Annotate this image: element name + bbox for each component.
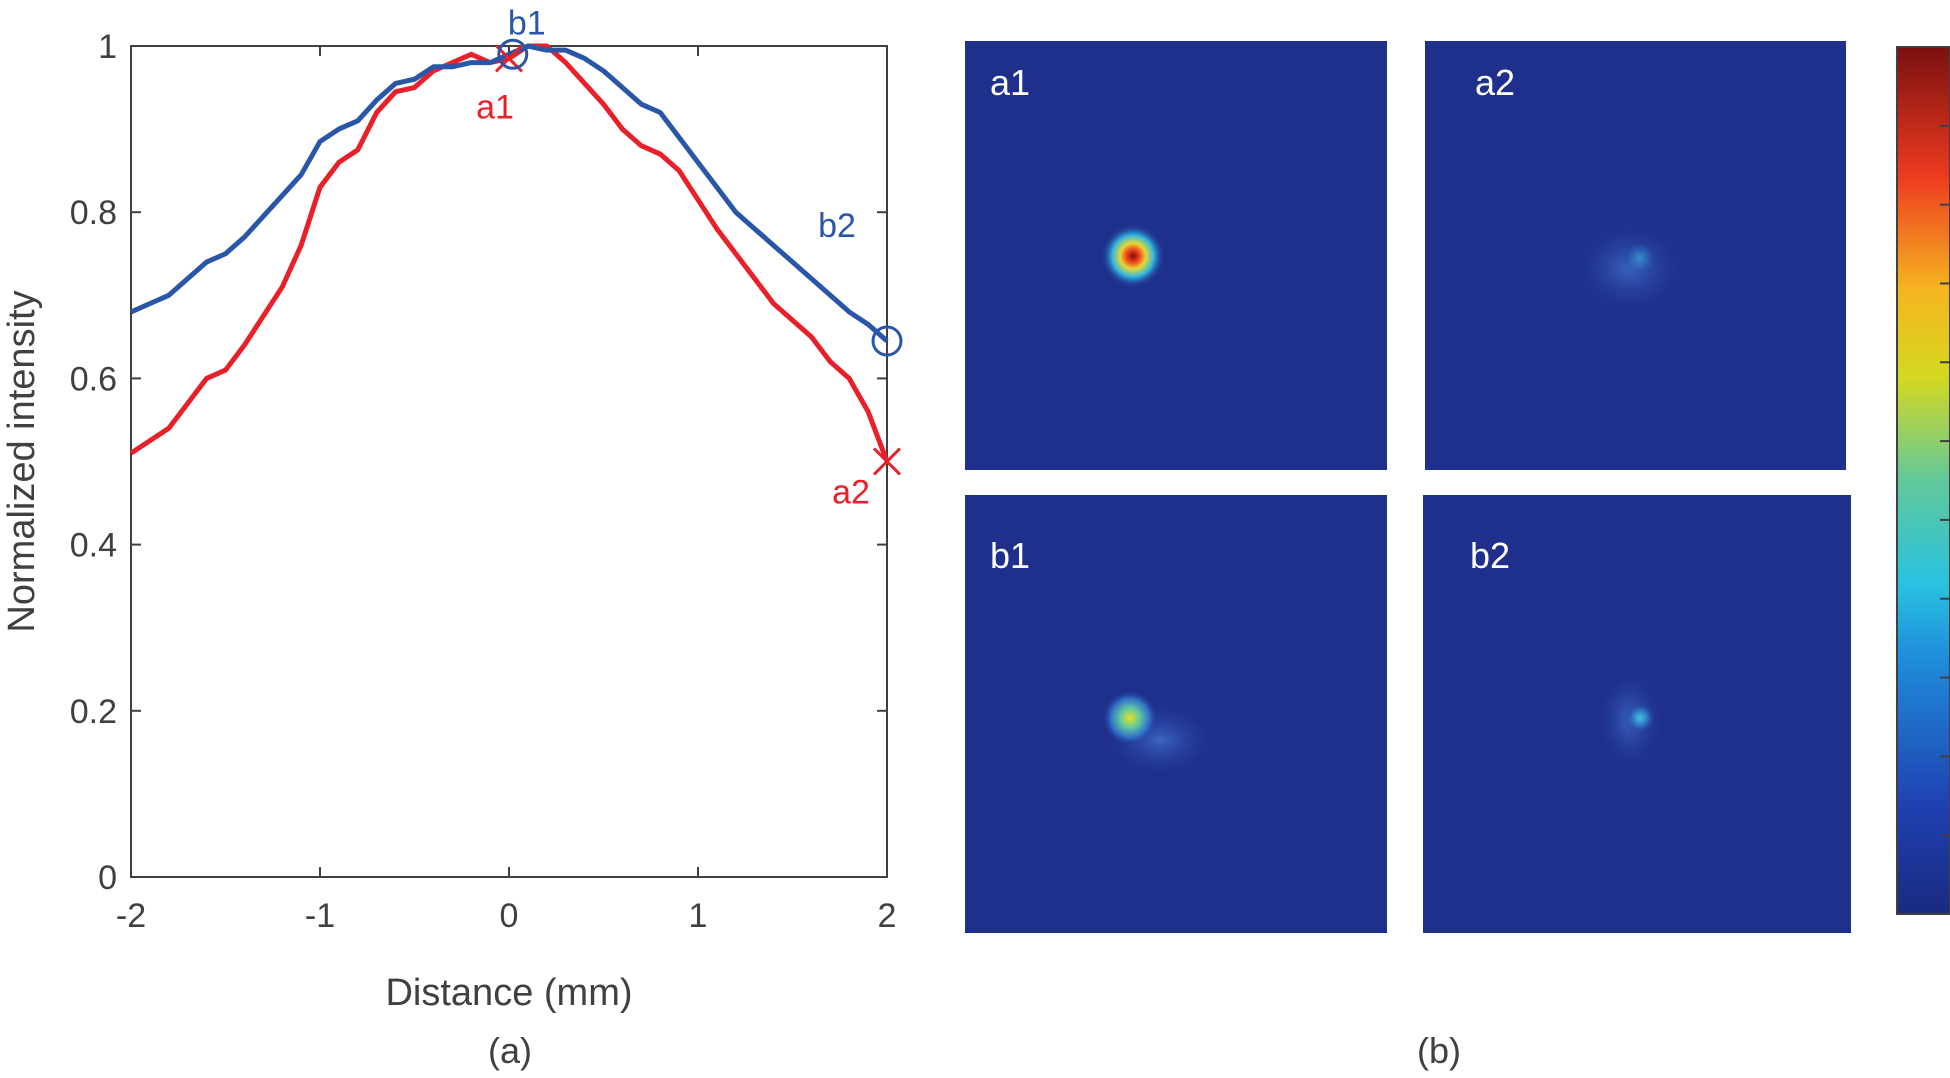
y-tick-label: 0.6	[70, 360, 117, 398]
marker-label: a2	[832, 474, 870, 512]
caption: (b)	[1417, 1030, 1461, 1071]
caption: (a)	[488, 1030, 532, 1071]
y-tick-label: 0.8	[70, 194, 117, 232]
x-tick-label: -2	[116, 897, 146, 935]
series-line	[129, 43, 889, 343]
marker-label: b2	[818, 207, 856, 245]
x-tick-label: 0	[500, 897, 519, 935]
y-tick-label: 0.2	[70, 693, 117, 731]
panel-label: b2	[1470, 535, 1510, 576]
marker-circle	[497, 38, 529, 70]
heatmap-a1	[965, 41, 1387, 470]
y-tick-label: 1	[98, 28, 117, 66]
marker-x	[872, 447, 902, 476]
heatmap-a2	[1425, 41, 1846, 470]
y-tick-label: 0	[98, 859, 117, 897]
x-tick-label: -1	[305, 897, 335, 935]
heatmap-b2	[1423, 495, 1851, 933]
x-tick-label: 2	[878, 897, 897, 935]
heatmap-b1	[965, 495, 1387, 933]
x-tick-label: 1	[689, 897, 708, 935]
y-tick-label: 0.4	[70, 527, 117, 565]
panel-label: a2	[1475, 62, 1515, 103]
panel-label: a1	[990, 62, 1030, 103]
colorbar	[1896, 46, 1950, 915]
panel-label: b1	[990, 535, 1030, 576]
marker-circle	[871, 325, 903, 357]
marker-label: b1	[508, 4, 546, 42]
marker-label: a1	[476, 88, 514, 126]
x-axis-label: Distance (mm)	[385, 972, 632, 1014]
y-axis-label: Normalized intensity	[1, 290, 43, 632]
plot-area	[130, 45, 888, 878]
